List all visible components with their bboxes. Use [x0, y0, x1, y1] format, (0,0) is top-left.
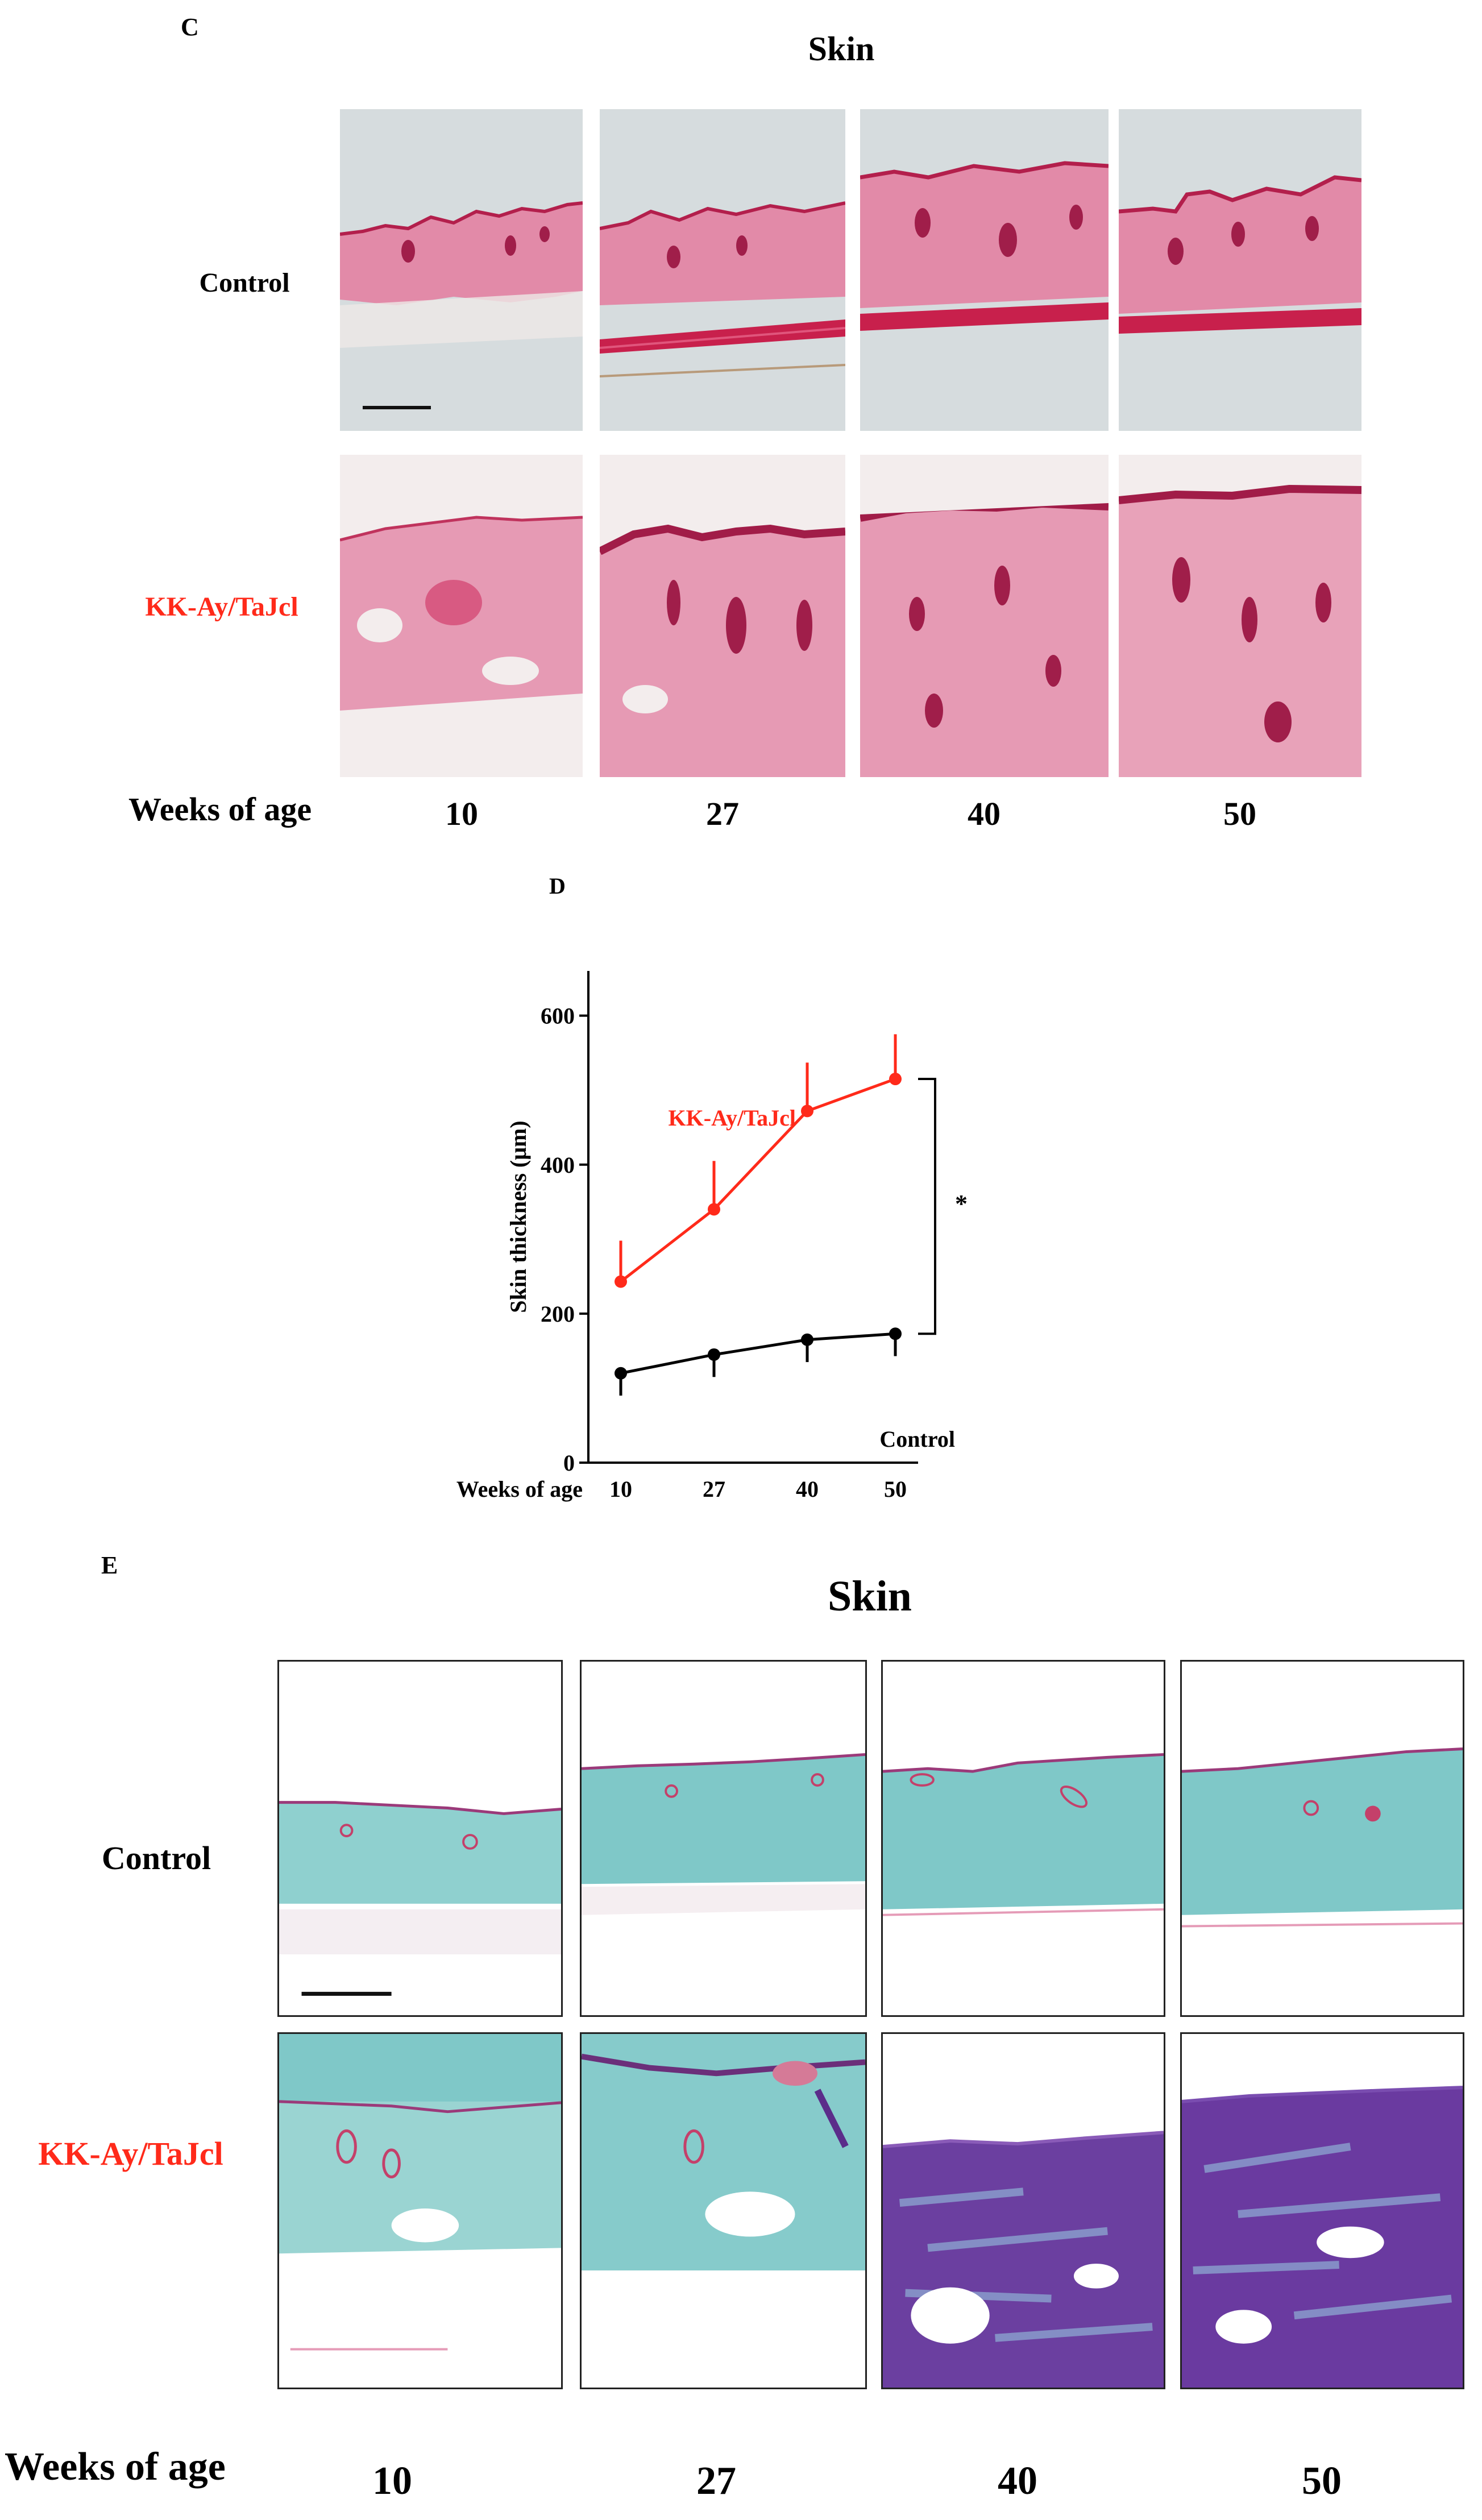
chart-labels: 0 200 400 600 10 27 40 50 Weeks of age Skin thick…: [456, 1003, 968, 1502]
data-point: [801, 1105, 813, 1118]
data-point: [889, 1327, 902, 1340]
x-axis-label: Weeks of age: [456, 1476, 583, 1502]
panel-e-letter: E: [101, 1551, 118, 1579]
panel-e-image-control-40: [881, 1660, 1165, 2017]
panel-c-row-label-control: Control: [199, 268, 290, 298]
panel-e-row-label-control: Control: [101, 1840, 211, 1876]
panel-e-image-kk-40: [881, 2032, 1165, 2389]
data-point: [801, 1333, 813, 1346]
data-point: [708, 1348, 720, 1361]
panel-e-image-kk-27: [580, 2032, 867, 2389]
data-point: [889, 1073, 902, 1086]
panel-c-image-control-40: [860, 109, 1109, 431]
panel-c-image-kk-10: [340, 455, 583, 777]
x-tick-label: 27: [703, 1476, 725, 1502]
series-label-control: Control: [879, 1426, 955, 1452]
panel-c-image-kk-50: [1119, 455, 1361, 777]
y-tick-label: 0: [563, 1450, 575, 1476]
y-tick-label: 400: [541, 1152, 575, 1178]
panel-c-age-10: 10: [445, 795, 478, 832]
panel-c-letter: C: [181, 13, 199, 41]
panel-c-age-27: 27: [706, 795, 739, 832]
x-tick-label: 10: [609, 1476, 632, 1502]
series-line-0: [620, 1077, 896, 1283]
panel-e-age-40: 40: [998, 2459, 1037, 2503]
panel-e-age-10: 10: [372, 2459, 412, 2503]
panel-e-image-control-10: [277, 1660, 563, 2017]
panel-e-age-27: 27: [696, 2459, 736, 2503]
series-line-1: [620, 1332, 896, 1375]
panel-e-title: Skin: [828, 1572, 912, 1620]
skin-thickness-chart: 0 200 400 600 10 27 40 50 Weeks of age Skin thick…: [456, 971, 968, 1502]
panel-c-image-control-10: [340, 109, 583, 431]
data-point: [615, 1367, 627, 1380]
panel-e-age-50: 50: [1302, 2459, 1342, 2503]
chart-marks: [615, 1034, 936, 1396]
series-label-kk: KK-Ay/TaJcl: [669, 1105, 796, 1131]
y-tick-label: 600: [541, 1003, 575, 1029]
panel-c-age-50: 50: [1223, 795, 1256, 832]
panel-e-image-kk-10: [277, 2032, 563, 2389]
panel-c-age-40: 40: [968, 795, 1001, 832]
panel-e-row-label-kk: KK-Ay/TaJcl: [38, 2135, 223, 2172]
panel-e-x-label: Weeks of age: [5, 2445, 226, 2489]
panel-e-image-control-27: [580, 1660, 867, 2017]
panel-c-x-label: Weeks of age: [128, 791, 312, 828]
panel-e-image-control-50: [1180, 1660, 1464, 2017]
data-point: [708, 1203, 720, 1216]
chart-axes: [579, 971, 918, 1464]
y-tick-label: 200: [541, 1301, 575, 1327]
y-axis-label: Skin thickness (μm): [505, 1120, 531, 1313]
panel-c-row-label-kk: KK-Ay/TaJcl: [145, 592, 298, 622]
panel-c-image-kk-27: [600, 455, 845, 777]
significance-asterisk: *: [955, 1190, 968, 1218]
panel-d-letter: D: [549, 873, 566, 899]
significance-bracket: [918, 1078, 936, 1335]
panel-c-image-control-50: [1119, 109, 1361, 431]
panel-c-image-control-27: [600, 109, 845, 431]
panel-c-title: Skin: [808, 30, 875, 68]
panel-e-image-kk-50: [1180, 2032, 1464, 2389]
x-tick-label: 40: [796, 1476, 819, 1502]
data-point: [615, 1275, 627, 1288]
x-tick-label: 50: [884, 1476, 907, 1502]
panel-c-image-kk-40: [860, 455, 1109, 777]
